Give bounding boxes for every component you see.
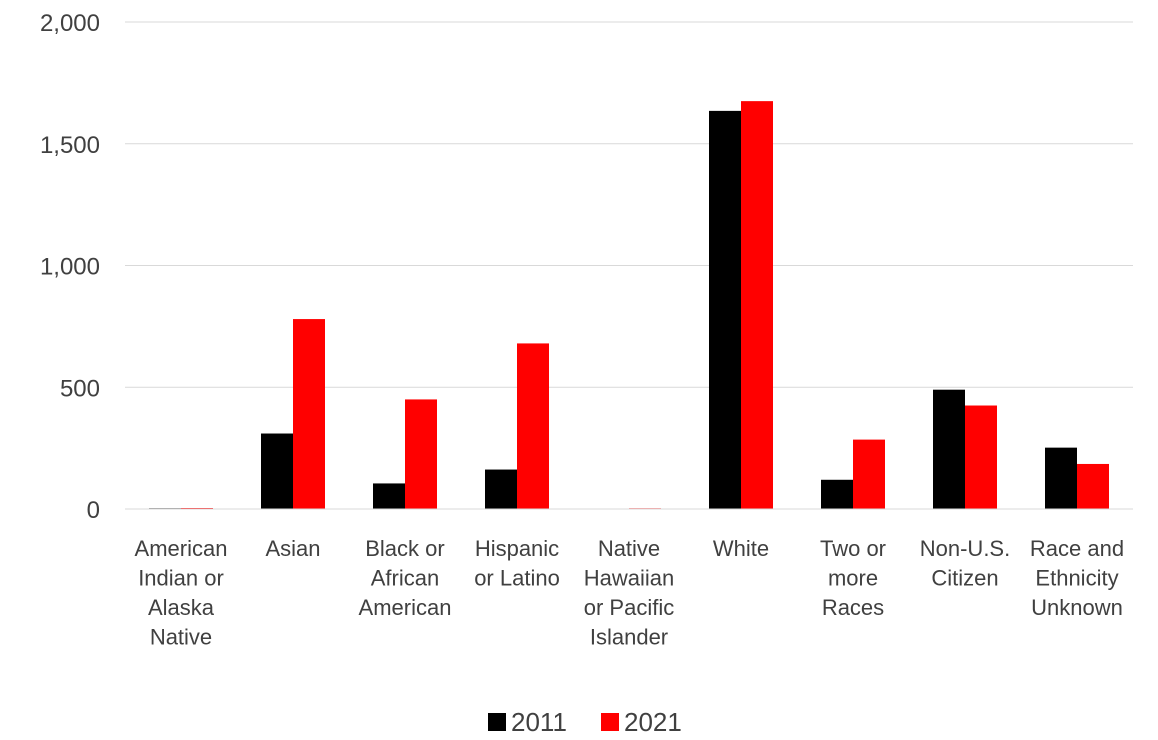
x-category-label: Islander (590, 625, 668, 650)
x-category-label: or Pacific (584, 595, 674, 620)
bar-2011-9 (1045, 447, 1077, 509)
x-category-label: Indian or (138, 566, 224, 591)
bar-2021-6 (741, 101, 773, 509)
legend-swatch-2011 (488, 713, 506, 731)
x-category-label: Non-U.S. (920, 536, 1010, 561)
x-category-label: Asian (265, 536, 320, 561)
bar-2021-7 (853, 439, 885, 509)
legend-label-2021: 2021 (624, 707, 682, 737)
bar-2011-7 (821, 479, 853, 509)
legend-swatch-2021 (601, 713, 619, 731)
x-category-label: more (828, 566, 878, 591)
x-category-label: African (371, 566, 439, 591)
x-category-label: Race and (1030, 536, 1124, 561)
x-category-label: or Latino (474, 566, 560, 591)
bar-2021-3 (405, 399, 437, 509)
x-category-label: American (359, 595, 452, 620)
x-category-label: White (713, 536, 769, 561)
y-tick-label: 500 (60, 375, 100, 402)
x-category-label: Two or (820, 536, 886, 561)
x-category-label: American (135, 536, 228, 561)
x-category-label: Black or (365, 536, 444, 561)
y-tick-label: 1,000 (40, 254, 100, 281)
y-tick-label: 1,500 (40, 132, 100, 159)
x-category-label: Races (822, 595, 884, 620)
bar-2011-2 (261, 433, 293, 509)
y-tick-label: 2,000 (40, 10, 100, 37)
bar-2021-4 (517, 343, 549, 509)
x-category-label: Ethnicity (1035, 566, 1118, 591)
x-category-label: Hispanic (475, 536, 559, 561)
x-category-label: Native (598, 536, 660, 561)
bar-2011-8 (933, 389, 965, 509)
x-category-label: Hawaiian (584, 566, 675, 591)
y-tick-label: 0 (87, 497, 100, 524)
bar-2011-4 (485, 469, 517, 509)
bar-2021-2 (293, 319, 325, 509)
x-category-label: Unknown (1031, 595, 1123, 620)
legend-label-2011: 2011 (511, 707, 567, 737)
bar-2021-9 (1077, 463, 1109, 509)
bar-2011-3 (373, 483, 405, 509)
bar-2021-8 (965, 405, 997, 509)
bar-2011-6 (709, 110, 741, 509)
x-category-label: Native (150, 625, 212, 650)
x-category-label: Alaska (148, 595, 215, 620)
x-category-label: Citizen (931, 566, 998, 591)
